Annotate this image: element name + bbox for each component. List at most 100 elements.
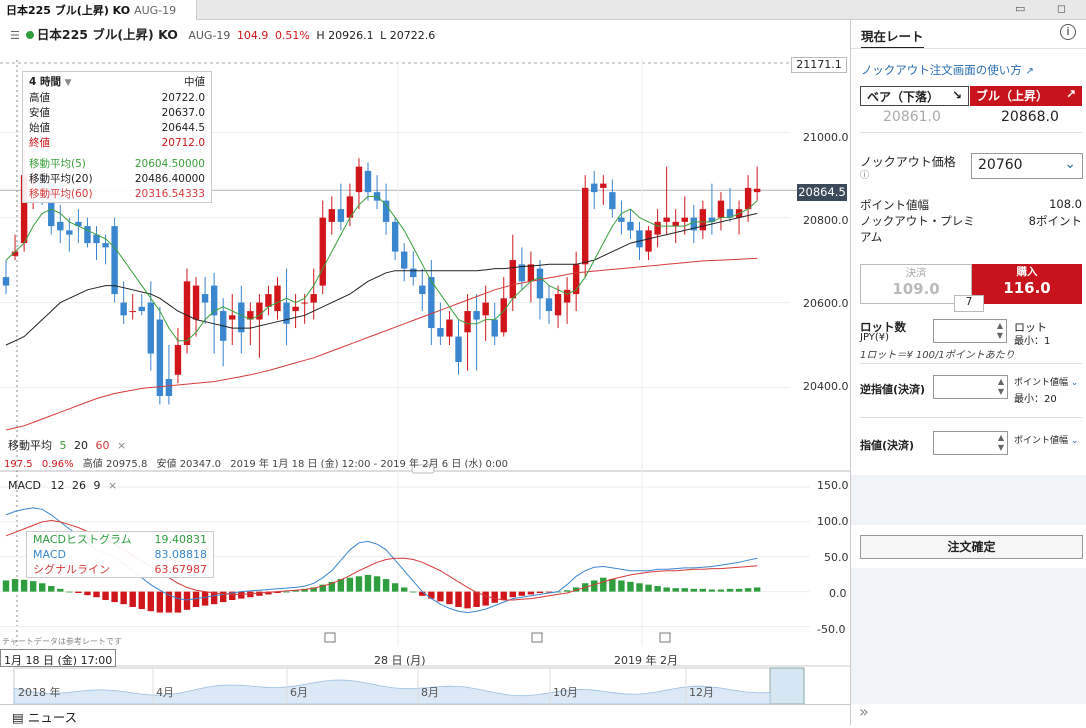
stop-input[interactable]: ▲ ▼ xyxy=(933,375,1008,399)
candle xyxy=(129,311,136,313)
macd-hist-bar xyxy=(156,591,164,613)
close-icon[interactable]: × xyxy=(107,479,118,492)
legend-row-close: 終値 20712.0 xyxy=(29,137,205,149)
macd-tick: 0.0 xyxy=(829,587,847,600)
bull-button[interactable]: ブル（上昇） ↗ xyxy=(970,86,1082,106)
nav-label: 10月 xyxy=(553,686,578,699)
chart-data-note: チャートデータは参考レートです xyxy=(2,637,122,646)
stepper-icon[interactable]: ▲ ▼ xyxy=(996,321,1003,340)
ko-price-select[interactable]: 20760 ⌄ xyxy=(971,153,1083,179)
macd-hist-bar xyxy=(473,591,480,607)
macd-hist-bar xyxy=(527,591,535,595)
candle xyxy=(464,311,471,333)
macd-hist-bar xyxy=(419,591,426,596)
candle xyxy=(437,328,444,337)
range-low: 安値 20347.0 xyxy=(156,459,222,470)
stepper-icon[interactable]: ▲ ▼ xyxy=(997,433,1004,452)
expand-icon[interactable]: » xyxy=(859,702,869,721)
instrument-high: H 20926.1 xyxy=(316,29,374,42)
candle xyxy=(120,302,127,316)
ma-period-5: 5 xyxy=(59,439,67,452)
macd-legend-hist: MACDヒストグラム 19.40831 xyxy=(33,533,207,546)
hamburger-icon[interactable]: ☰ xyxy=(10,29,20,42)
sell-box[interactable]: 決済 109.0 xyxy=(860,264,972,304)
help-link[interactable]: ノックアウト注文画面の使い方 ↗ xyxy=(861,63,1034,77)
info-icon[interactable]: ⓘ xyxy=(860,171,870,181)
chart-tab[interactable]: 日本225 ブル(上昇) KO AUG-19 xyxy=(0,0,197,20)
candle xyxy=(509,260,516,299)
bear-button[interactable]: ベア（下落） ↘ xyxy=(860,86,969,106)
stop-min: 最小：20 xyxy=(1014,394,1057,405)
candle xyxy=(672,221,679,227)
spread-value: 7 xyxy=(954,295,984,312)
navigator-window xyxy=(769,667,805,705)
candle xyxy=(717,200,725,218)
stepper-icon[interactable]: ▲ ▼ xyxy=(997,377,1004,396)
macd-hist-bar xyxy=(446,591,453,605)
panel-title[interactable]: 現在レート xyxy=(861,26,924,49)
macd-hist-bar xyxy=(57,588,64,592)
macd-hist-bar xyxy=(256,591,263,596)
candle xyxy=(66,230,73,235)
order-panel: 現在レート i ノックアウト注文画面の使い方 ↗ ベア（下落） ↘ ブル（上昇） ↗… xyxy=(850,20,1086,725)
macd-hist-bar xyxy=(491,591,498,603)
lot-min: 最小：1 xyxy=(1014,336,1051,347)
pane-resize-handle xyxy=(411,464,435,474)
lot-input[interactable]: ▲ ▼ xyxy=(933,319,1007,343)
lot-sub: JPY(¥) xyxy=(860,332,890,343)
ma5-line xyxy=(5,195,758,342)
candle xyxy=(165,379,173,397)
macd-hist-bar xyxy=(500,591,507,601)
instrument-name: 日本225 ブル(上昇) KO xyxy=(36,27,178,42)
candle xyxy=(708,217,716,222)
nav-label: 2018 年 xyxy=(18,686,61,699)
candle xyxy=(744,187,752,210)
info-icon[interactable]: i xyxy=(1060,24,1076,40)
macd-hist-bar xyxy=(355,576,363,592)
price-tick: 20800.0 xyxy=(803,214,849,227)
buy-box[interactable]: 購入 116.0 xyxy=(972,264,1082,304)
price-tick: 20600.0 xyxy=(803,297,849,310)
news-bar[interactable]: ▤ ニュース xyxy=(0,704,850,725)
candle xyxy=(283,302,290,324)
candle xyxy=(310,294,317,303)
chevron-down-icon[interactable]: ▼ xyxy=(64,78,72,88)
candle xyxy=(582,187,589,265)
legend-row-ma5: 移動平均(5) 20604.50000 xyxy=(29,158,205,170)
macd-hist-bar xyxy=(346,577,354,592)
news-label[interactable]: ニュース xyxy=(27,710,78,725)
limit-unit[interactable]: ポイント値幅 ⌄ xyxy=(1014,436,1079,446)
nav-label: 4月 xyxy=(156,686,174,699)
macd-hist-bar xyxy=(373,576,381,592)
macd-hist-bar xyxy=(518,591,526,596)
macd-hist-bar xyxy=(699,588,707,592)
macd-hist-bar xyxy=(210,591,218,605)
macd-hist-bar xyxy=(129,591,136,607)
limit-label: 指値(決済) xyxy=(860,439,915,452)
close-icon[interactable]: × xyxy=(117,439,127,452)
candle xyxy=(11,251,19,256)
macd-hist-bar xyxy=(238,591,245,599)
confirm-order-button[interactable]: 注文確定 xyxy=(860,535,1083,559)
price-axis-current: 20864.5 xyxy=(797,184,847,201)
macd-hist-bar xyxy=(645,584,652,592)
macd-hist-bar xyxy=(536,591,544,594)
macd-hist-bar xyxy=(744,588,752,592)
macd-hist-bar xyxy=(654,586,661,592)
limit-input[interactable]: ▲ ▼ xyxy=(933,431,1008,455)
candle xyxy=(183,281,191,346)
macd-hist-bar xyxy=(391,583,399,592)
chevron-down-icon: ⌄ xyxy=(1064,156,1076,172)
price-axis-top: 21171.1 xyxy=(791,57,847,73)
macd-fast: 12 xyxy=(50,479,65,492)
stop-unit[interactable]: ポイント値幅 ⌄ xyxy=(1014,378,1079,388)
point-width-row: ポイント値幅 108.0 xyxy=(860,197,1082,212)
date-label-right: 2019 年 2月 xyxy=(614,654,678,667)
macd-hist-bar xyxy=(428,591,435,599)
macd-legend: MACDヒストグラム 19.40831 MACD 83.08818 シグナルライン 6… xyxy=(26,531,214,578)
ma-indicator-bar: 移動平均 5 20 60 × xyxy=(8,437,126,453)
interval-selector[interactable]: 4 時間 xyxy=(29,76,61,88)
window-controls[interactable]: ▭ ◻ xyxy=(1014,2,1080,15)
arrow-down-right-icon: ↘ xyxy=(951,88,962,102)
macd-hist-bar xyxy=(600,577,607,592)
